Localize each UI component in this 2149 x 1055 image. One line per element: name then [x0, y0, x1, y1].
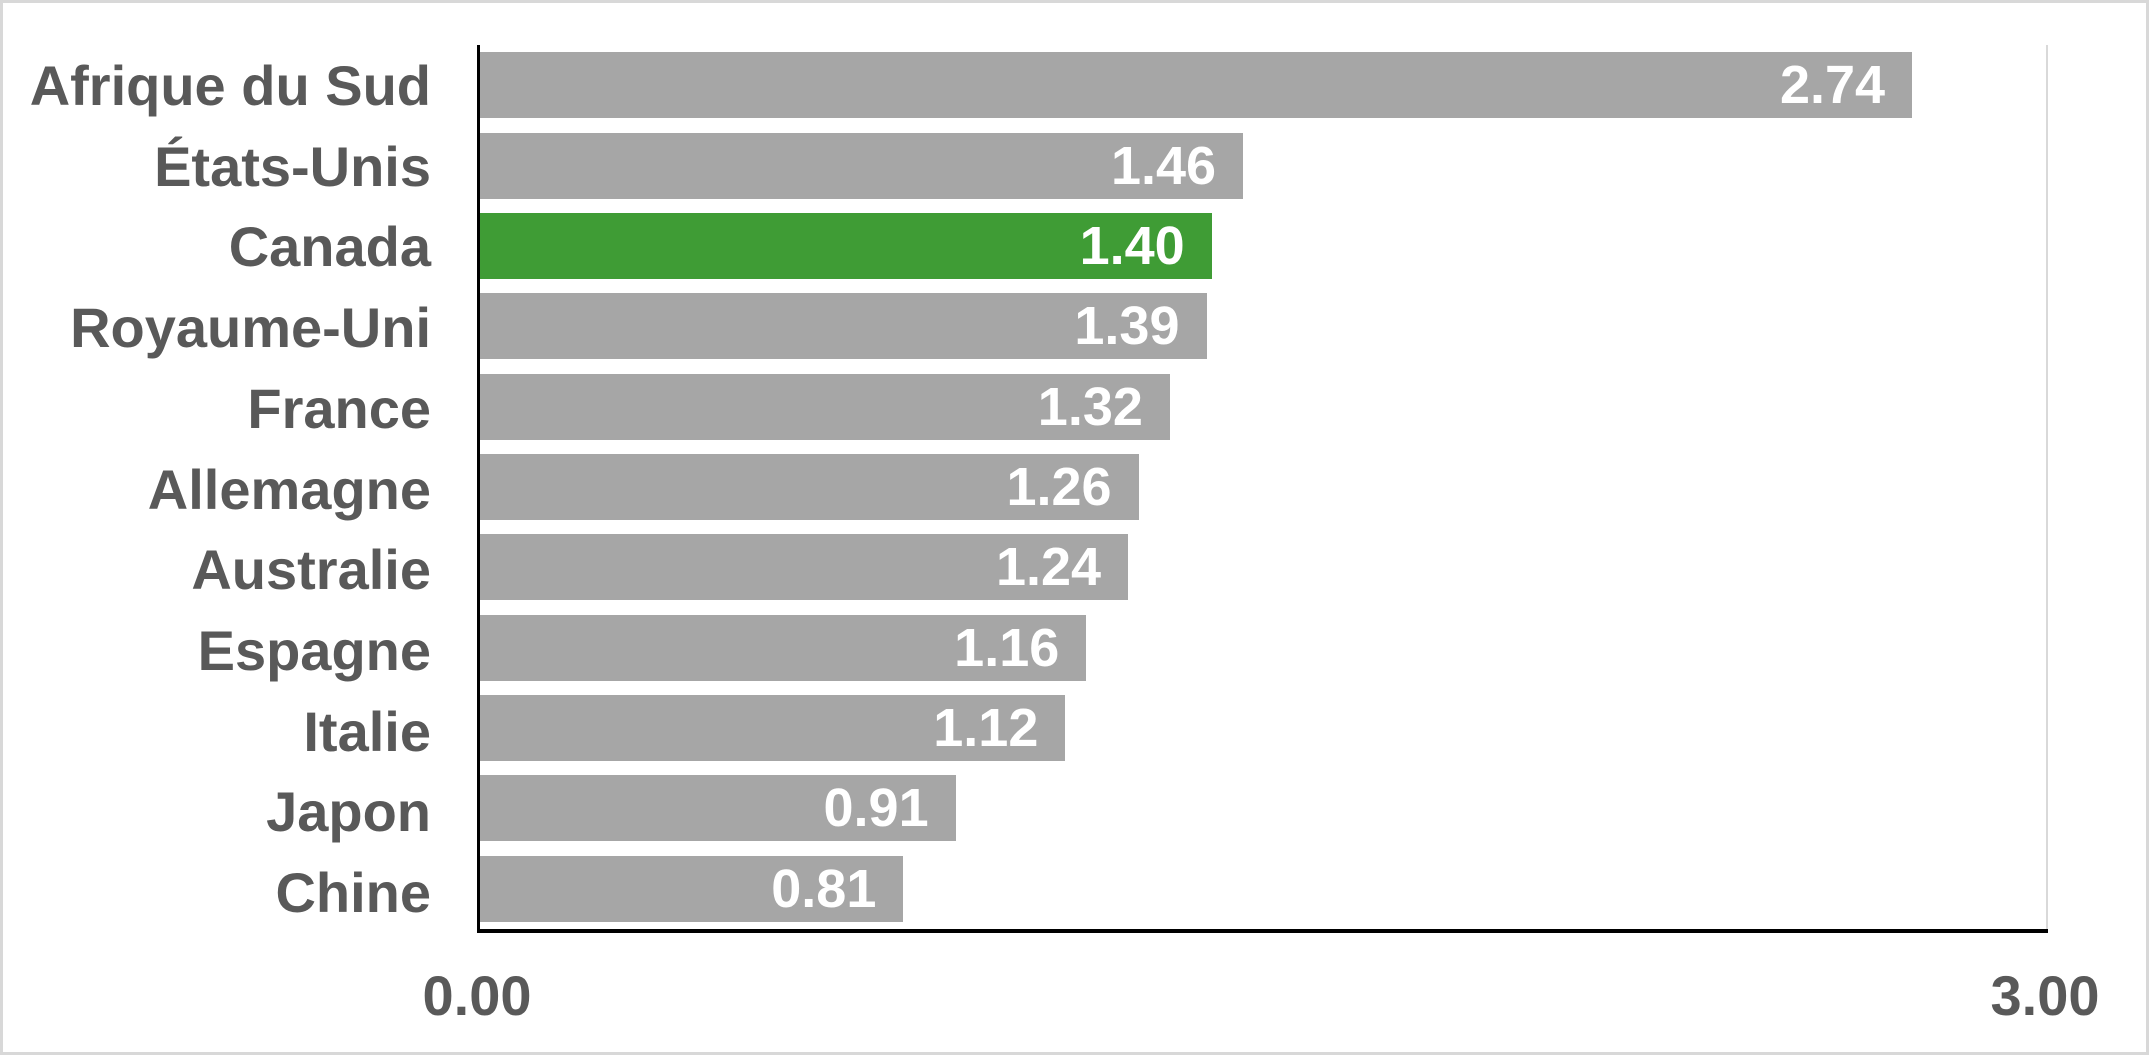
bar-value-label: 1.46 — [1110, 135, 1217, 196]
bar: 2.74 — [480, 52, 1913, 119]
bar-value-label: 0.81 — [771, 858, 877, 919]
bar-row: 1.46 — [480, 125, 2048, 205]
bar-value-label: 1.32 — [1037, 376, 1143, 437]
category-label: Espagne — [197, 619, 431, 682]
plot-area: 2.74 1.46 1.40 1.39 1.32 1.26 1.24 1.16 1.12 0.91… — [477, 45, 2048, 933]
bar-row: 1.12 — [480, 688, 2048, 768]
bar-value-label: 0.91 — [823, 778, 929, 839]
category-axis-labels: Afrique du Sud États-Unis Canada Royaume-Un… — [3, 45, 431, 933]
bar-value-label: 2.74 — [1779, 55, 1886, 116]
bars-container: 2.74 1.46 1.40 1.39 1.32 1.26 1.24 1.16 1.12 0.91… — [480, 45, 2048, 929]
gridline-xmax — [2046, 45, 2048, 929]
bar: 1.26 — [480, 453, 1139, 520]
category-label: Chine — [275, 861, 431, 925]
bar-row: 2.74 — [480, 45, 2048, 125]
bar-row: 1.16 — [480, 608, 2048, 688]
category-label: Afrique du Sud — [29, 53, 431, 117]
bar-row: 0.91 — [480, 768, 2048, 848]
category-label: États-Unis — [154, 134, 431, 198]
bar-value-label: 1.26 — [1006, 456, 1112, 517]
bar: 1.16 — [480, 614, 1087, 681]
bar-value-label: 1.39 — [1074, 296, 1180, 357]
bar-value-label: 1.16 — [954, 617, 1060, 678]
bar-highlighted: 1.40 — [480, 212, 1212, 279]
bar: 0.91 — [480, 775, 956, 842]
bar-value-label: 1.24 — [995, 537, 1102, 598]
bar: 1.39 — [480, 293, 1207, 360]
bar: 1.32 — [480, 373, 1170, 440]
bar: 0.81 — [480, 855, 904, 922]
bar-row: 1.40 — [480, 206, 2048, 286]
bar-row: 1.26 — [480, 447, 2048, 527]
bar-row: 0.81 — [480, 849, 2048, 929]
bar-value-label: 1.12 — [933, 698, 1039, 759]
bar-row: 1.39 — [480, 286, 2048, 366]
category-label: Allemagne — [147, 457, 431, 521]
x-axis-tick-label-max: 3.00 — [1990, 964, 2100, 1027]
category-label: Japon — [266, 780, 431, 844]
x-axis-tick-label-min: 0.00 — [422, 964, 532, 1027]
category-label: France — [247, 376, 431, 440]
bar-row: 1.32 — [480, 366, 2048, 446]
category-label: Royaume-Uni — [70, 296, 431, 360]
bar: 1.46 — [480, 132, 1244, 199]
bar-value-label: 1.40 — [1079, 215, 1185, 276]
category-label: Australie — [191, 538, 431, 602]
category-label: Canada — [228, 215, 431, 279]
bar: 1.24 — [480, 534, 1129, 601]
bar-row: 1.24 — [480, 527, 2048, 607]
bar: 1.12 — [480, 695, 1066, 762]
category-label: Italie — [303, 699, 431, 763]
